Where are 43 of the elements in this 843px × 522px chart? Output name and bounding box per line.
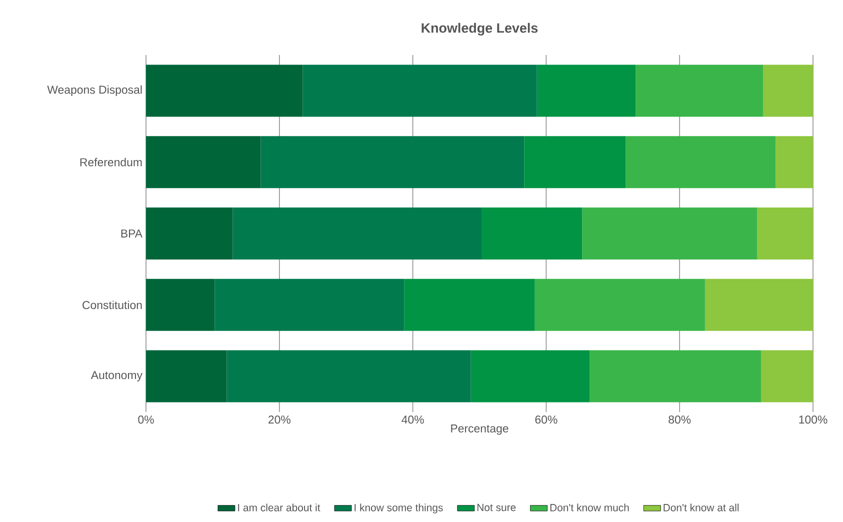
chart-title: Knowledge Levels (422, 22, 538, 36)
bar (482, 208, 582, 260)
legend-label: Not sure (477, 504, 516, 512)
x-tick-label: 40% (402, 416, 424, 424)
legend-label: I am clear about it (238, 504, 320, 512)
bar (636, 64, 763, 117)
y-tick-label: Weapons Disposal (47, 85, 142, 96)
bar (534, 278, 705, 331)
bar (590, 350, 761, 402)
x-tick-label: 60% (535, 416, 558, 424)
bar (146, 208, 233, 260)
bar (232, 208, 482, 260)
bar (762, 64, 814, 117)
x-tick-label: 20% (268, 416, 290, 424)
bar (536, 64, 636, 117)
bar (776, 136, 814, 188)
bar (404, 278, 535, 331)
bar (214, 278, 404, 331)
y-tick-label: BPA (121, 230, 142, 238)
bar (470, 350, 590, 402)
legend-label: Don't know at all (664, 504, 739, 512)
bar (260, 136, 524, 188)
y-tick-label: Constitution (82, 300, 142, 310)
bar (704, 278, 814, 331)
x-tick-label: 80% (668, 416, 691, 424)
bar (146, 278, 215, 331)
x-tick-label: 0% (138, 416, 154, 424)
bar (146, 64, 303, 117)
x-axis-title: Percentage (451, 424, 508, 435)
bar (524, 136, 626, 188)
legend-label: Don't know much (550, 504, 629, 512)
bar (302, 64, 537, 117)
legend-label: I know some things (354, 504, 443, 514)
y-tick-label: Autonomy (90, 371, 142, 382)
bar (146, 136, 261, 188)
bar (760, 350, 814, 402)
bar (226, 350, 471, 402)
y-tick-label: Referendum (80, 158, 142, 166)
bar (626, 136, 776, 188)
bar (146, 350, 227, 402)
bar (756, 208, 814, 260)
bar (582, 208, 757, 260)
x-tick-label: 100% (799, 416, 828, 424)
